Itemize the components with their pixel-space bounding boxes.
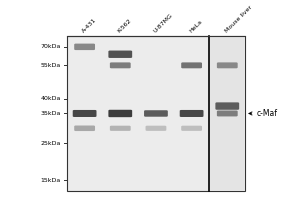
- FancyBboxPatch shape: [217, 62, 238, 68]
- FancyBboxPatch shape: [146, 126, 166, 131]
- Text: U-87MG: U-87MG: [152, 13, 173, 34]
- Text: 40kDa: 40kDa: [40, 96, 61, 101]
- FancyBboxPatch shape: [74, 126, 95, 131]
- FancyBboxPatch shape: [180, 110, 203, 117]
- Text: 70kDa: 70kDa: [40, 44, 61, 49]
- Text: 55kDa: 55kDa: [40, 63, 61, 68]
- Text: 15kDa: 15kDa: [40, 178, 61, 183]
- FancyBboxPatch shape: [108, 51, 132, 58]
- Text: K-562: K-562: [117, 18, 133, 34]
- Text: c-Maf: c-Maf: [249, 109, 278, 118]
- FancyBboxPatch shape: [217, 111, 238, 116]
- FancyBboxPatch shape: [215, 102, 239, 110]
- FancyBboxPatch shape: [110, 62, 131, 68]
- FancyBboxPatch shape: [144, 110, 168, 117]
- Text: Mouse liver: Mouse liver: [224, 5, 253, 34]
- FancyBboxPatch shape: [67, 36, 245, 191]
- FancyBboxPatch shape: [110, 126, 131, 131]
- FancyBboxPatch shape: [74, 44, 95, 50]
- Text: A-431: A-431: [81, 17, 98, 34]
- Text: 25kDa: 25kDa: [40, 141, 61, 146]
- Text: 35kDa: 35kDa: [40, 111, 61, 116]
- FancyBboxPatch shape: [181, 126, 202, 131]
- FancyBboxPatch shape: [209, 36, 245, 191]
- Text: HeLa: HeLa: [188, 19, 203, 34]
- FancyBboxPatch shape: [108, 110, 132, 117]
- FancyBboxPatch shape: [181, 62, 202, 68]
- FancyBboxPatch shape: [73, 110, 97, 117]
